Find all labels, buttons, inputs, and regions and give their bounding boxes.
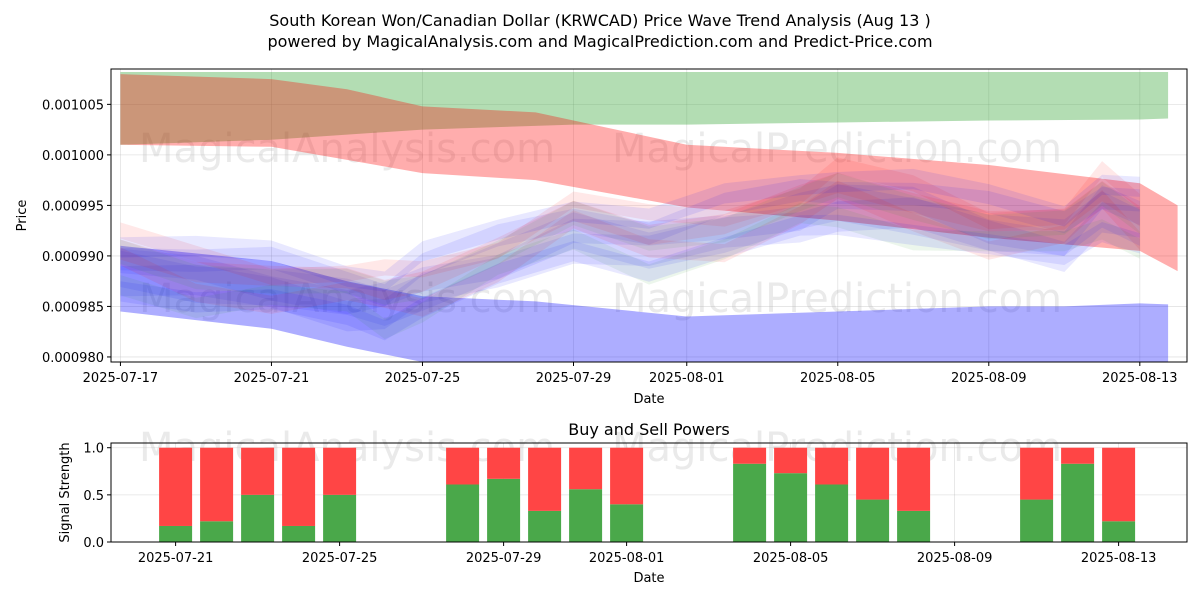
y-tick-label: 0.000990 — [42, 250, 104, 265]
sell-power-bar — [1102, 447, 1136, 522]
buy-power-bar — [897, 510, 931, 542]
buy-power-bar — [815, 484, 849, 542]
sell-power-bar — [733, 447, 767, 464]
buy-sell-power-chart: MagicalAnalysis.comMagicalPrediction.com… — [58, 420, 1188, 586]
sell-power-bar — [200, 447, 234, 522]
sell-power-bar — [1061, 447, 1095, 464]
y-tick-label: 0.000980 — [42, 351, 104, 366]
price-wave-chart: MagicalAnalysis.com MagicalPrediction.com… — [15, 68, 1188, 407]
x-tick-label: 2025-07-25 — [385, 371, 461, 386]
axes-frame — [110, 68, 1188, 363]
buy-power-bar — [282, 525, 316, 542]
chart-title: South Korean Won/Canadian Dollar (KRWCAD… — [269, 11, 930, 30]
blue-trend-band — [120, 245, 1169, 362]
red-trend-band — [120, 74, 1178, 272]
x-tick-label: 2025-08-13 — [1102, 371, 1178, 386]
buy-power-bar — [774, 473, 808, 542]
sell-power-bar — [282, 447, 316, 526]
buy-power-bar — [610, 504, 644, 542]
sell-power-bar — [323, 447, 357, 495]
buy-power-bar — [323, 494, 357, 542]
y-axis-label: Price — [15, 200, 30, 232]
watermark-text: MagicalAnalysis.com — [139, 126, 555, 172]
y-tick-label: 0.001000 — [42, 149, 104, 164]
sell-power-bar — [569, 447, 603, 490]
sell-power-bar — [897, 447, 931, 511]
green-trend-band — [120, 72, 1169, 145]
buy-power-bar — [528, 510, 562, 542]
sell-power-bar — [610, 447, 644, 505]
sell-power-bar — [774, 447, 808, 474]
watermark-text: MagicalPrediction.com — [612, 276, 1062, 322]
watermark-text: MagicalPrediction.com — [612, 126, 1062, 172]
sell-power-bar — [159, 447, 193, 526]
x-tick-label: 2025-08-01 — [649, 371, 725, 386]
x-tick-label: 2025-07-17 — [83, 371, 159, 386]
y-tick-label: 0.5 — [83, 489, 104, 504]
sell-power-bar — [241, 447, 275, 495]
watermark-text: MagicalAnalysis.com — [139, 276, 555, 322]
x-tick-label: 2025-08-09 — [951, 371, 1027, 386]
buy-power-bar — [241, 494, 275, 542]
buy-power-bar — [159, 525, 193, 542]
x-axis-label: Date — [633, 571, 664, 586]
price-wave-green — [120, 202, 1140, 340]
x-axis-label: Date — [633, 392, 664, 407]
sell-power-bar — [487, 447, 521, 479]
sell-power-bar — [1020, 447, 1054, 500]
y-tick-label: 0.000985 — [42, 300, 104, 315]
x-tick-label: 2025-08-05 — [800, 371, 876, 386]
x-tick-label: 2025-08-09 — [917, 551, 993, 566]
buy-power-bar — [487, 478, 521, 542]
sell-power-bar — [528, 447, 562, 511]
buy-power-bar — [1020, 499, 1054, 542]
price-wave-blue — [120, 197, 1140, 332]
buy-power-bar — [1102, 521, 1136, 542]
x-tick-label: 2025-08-13 — [1081, 551, 1157, 566]
price-wave-green — [120, 173, 1140, 305]
x-tick-label: 2025-08-01 — [589, 551, 665, 566]
price-wave-red — [120, 180, 1140, 317]
axes-frame — [110, 442, 1188, 543]
buy-power-bar — [569, 489, 603, 542]
buy-power-bar — [856, 499, 890, 542]
sell-power-bar — [815, 447, 849, 485]
buy-power-bar — [733, 463, 767, 542]
y-tick-label: 0.0 — [83, 536, 104, 551]
bar-chart-title: Buy and Sell Powers — [568, 420, 730, 439]
chart-subtitle: powered by MagicalAnalysis.com and Magic… — [267, 32, 932, 51]
x-tick-label: 2025-07-29 — [466, 551, 542, 566]
y-tick-label: 0.000995 — [42, 199, 104, 214]
x-tick-label: 2025-07-21 — [234, 371, 310, 386]
x-tick-label: 2025-08-05 — [753, 551, 829, 566]
x-tick-label: 2025-07-21 — [138, 551, 214, 566]
y-tick-label: 1.0 — [83, 442, 104, 457]
buy-power-bar — [446, 484, 480, 542]
y-axis-label: Signal Strength — [58, 442, 73, 542]
sell-power-bar — [856, 447, 890, 500]
price-wave-blue — [120, 184, 1140, 326]
price-wave-red — [120, 172, 1140, 301]
y-tick-label: 0.001005 — [42, 98, 104, 113]
plot-area — [120, 72, 1178, 362]
x-tick-label: 2025-07-25 — [302, 551, 378, 566]
buy-power-bar — [200, 521, 234, 542]
sell-power-bar — [446, 447, 480, 485]
x-tick-label: 2025-07-29 — [536, 371, 612, 386]
buy-power-bar — [1061, 463, 1095, 542]
